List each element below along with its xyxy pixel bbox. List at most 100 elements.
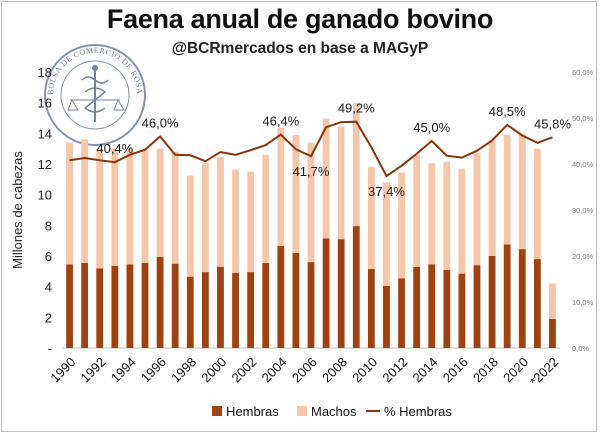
bar-machos	[277, 127, 285, 247]
bar-hembras	[503, 244, 511, 348]
bar-machos	[232, 169, 239, 273]
bar-machos	[217, 157, 224, 267]
bar-hembras	[141, 262, 149, 348]
chart-subtitle: @BCRmercados en base a MAGyP	[171, 40, 429, 57]
caduceus-seal-icon: BOLSA DE COMERCIO DE ROSARIO	[0, 0, 146, 146]
bar-machos	[186, 175, 194, 277]
bar-hembras	[232, 272, 239, 348]
bar-hembras	[398, 278, 405, 348]
y2-tick-label: 30,0%	[572, 206, 594, 215]
data-label: 49,2%	[338, 101, 375, 116]
x-tick-label: 2020	[500, 354, 531, 385]
y-tick-label: 8	[45, 218, 52, 233]
bar-hembras	[201, 272, 209, 348]
bar-machos	[337, 126, 345, 240]
bar-machos	[458, 168, 466, 274]
bar-hembras	[186, 276, 194, 348]
bar-hembras	[247, 272, 255, 348]
bar-hembras	[337, 239, 345, 348]
y-tick-label: 16	[38, 96, 52, 111]
x-tick-label: 2010	[349, 354, 380, 385]
bar-hembras	[111, 265, 119, 348]
bar-hembras	[428, 264, 436, 348]
y-axis-title: Millones de cabezas	[10, 151, 25, 269]
x-tick-label: 1994	[108, 354, 139, 385]
y-tick-label: 2	[45, 310, 52, 325]
y2-tick-label: 10,0%	[572, 298, 594, 307]
bar-machos	[352, 102, 360, 227]
bar-machos	[549, 283, 556, 319]
bar-machos	[141, 150, 149, 263]
bar-machos	[81, 139, 89, 263]
y-tick-label: 10	[38, 188, 52, 203]
bar-hembras	[458, 273, 466, 348]
bar-machos	[111, 148, 119, 266]
bar-hembras	[307, 262, 315, 348]
bar-hembras	[277, 246, 285, 348]
bar-hembras	[156, 256, 164, 348]
bar-machos	[96, 148, 104, 269]
bar-machos	[443, 161, 451, 270]
bar-hembras	[533, 259, 541, 348]
y-tick-label: 18	[38, 65, 52, 80]
bar-hembras	[292, 252, 300, 348]
x-tick-label: 2014	[410, 354, 441, 385]
bar-machos	[322, 118, 330, 239]
bar-hembras	[518, 249, 526, 348]
bar-hembras	[171, 263, 179, 348]
bar-hembras	[352, 226, 360, 348]
y2-tick-label: 40,0%	[572, 160, 594, 169]
legend-swatch-machos	[297, 406, 307, 416]
x-tick-label: 2002	[228, 354, 259, 385]
x-tick-label: 2012	[379, 354, 410, 385]
bar-hembras	[488, 256, 496, 348]
data-label: 45,8%	[534, 116, 571, 131]
x-tick-label: 1992	[78, 354, 109, 385]
x-tick-label: 2018	[470, 354, 501, 385]
data-label: 37,4%	[368, 184, 405, 199]
bar-machos	[518, 134, 526, 250]
bar-hembras	[443, 269, 451, 348]
y-tick-label: 6	[45, 249, 52, 264]
y-tick-label: 14	[38, 126, 52, 141]
legend-label-machos: Machos	[311, 404, 357, 419]
legend-label-pct-hembras: % Hembras	[384, 404, 452, 419]
data-label: 41,7%	[293, 164, 330, 179]
x-tick-label: 2000	[198, 354, 229, 385]
x-tick-label: *2022	[527, 354, 562, 389]
y-tick-label: 4	[45, 280, 52, 295]
bar-machos	[307, 142, 315, 263]
data-label: 48,5%	[489, 104, 526, 119]
x-tick-label: 1990	[47, 354, 78, 385]
bar-hembras	[126, 264, 134, 348]
y2-tick-label: 0,0%	[572, 344, 589, 353]
chart-title: Faena anual de ganado bovino	[106, 4, 494, 34]
bar-machos	[66, 142, 73, 265]
y-tick-label: -	[48, 341, 52, 356]
bar-machos	[126, 148, 134, 265]
bar-machos	[292, 134, 300, 253]
bar-machos	[171, 151, 179, 264]
bar-hembras	[367, 269, 375, 348]
y-tick-label: 12	[38, 157, 52, 172]
data-label: 40,4%	[96, 141, 133, 156]
y2-tick-label: 20,0%	[572, 252, 594, 261]
bar-hembras	[262, 262, 270, 348]
svg-text:BOLSA DE COMERCIO DE ROSARIO: BOLSA DE COMERCIO DE ROSARIO	[0, 0, 144, 95]
bar-machos	[503, 134, 511, 245]
x-tick-label: 1998	[168, 354, 199, 385]
x-tick-label: 2016	[440, 354, 471, 385]
bar-hembras	[322, 238, 330, 348]
bar-machos	[428, 163, 436, 265]
bar-machos	[156, 148, 164, 257]
bar-machos	[398, 172, 405, 279]
x-tick-label: 2004	[259, 354, 290, 385]
x-tick-label: 1996	[138, 354, 169, 385]
y2-tick-label: 60,0%	[572, 68, 594, 77]
seal-text: BOLSA DE COMERCIO DE ROSARIO	[0, 0, 144, 95]
bar-machos	[247, 171, 255, 273]
bar-hembras	[549, 318, 556, 348]
x-tick-label: 2006	[289, 354, 320, 385]
